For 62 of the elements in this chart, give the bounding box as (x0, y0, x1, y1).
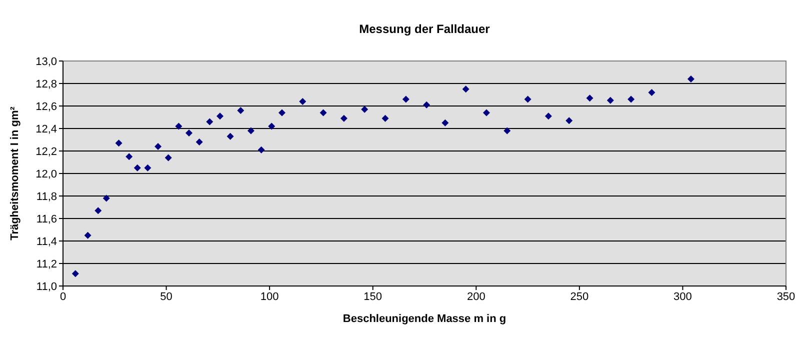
point (586, 94, 594, 102)
point (175, 122, 182, 130)
point (237, 107, 244, 114)
x-tick-label: 300 (674, 290, 692, 303)
point (226, 132, 234, 140)
point (320, 109, 327, 116)
chart-title: Messung der Falldauer (358, 22, 491, 36)
point (206, 118, 214, 126)
point (606, 96, 614, 104)
point (134, 164, 141, 172)
x-tick-label: 200 (466, 290, 486, 303)
point (402, 96, 410, 103)
point (94, 207, 102, 214)
point (299, 98, 306, 105)
y-axis-title: Trägheitsmoment I in gm² (8, 106, 21, 240)
point (628, 96, 635, 103)
x-tick-label: 350 (776, 290, 796, 303)
y-tick-label: 11,6 (36, 213, 57, 226)
y-tick-label: 12,6 (36, 100, 57, 113)
point (196, 138, 203, 146)
x-tick-label: 250 (570, 290, 589, 303)
point (544, 112, 552, 120)
point (361, 106, 368, 113)
y-tick-label: 11,4 (36, 236, 57, 248)
y-tick-label: 12,4 (36, 123, 57, 136)
point (186, 130, 193, 136)
point (442, 119, 449, 126)
point (84, 232, 92, 239)
point (164, 154, 172, 162)
y-tick-label: 11,0 (36, 280, 57, 293)
point (340, 114, 348, 122)
point (102, 194, 110, 202)
point (278, 109, 286, 116)
point (216, 112, 224, 120)
point (524, 96, 532, 103)
point (566, 117, 573, 124)
x-tick-label: 0 (60, 290, 66, 303)
point (126, 153, 133, 160)
x-axis-title: Beschleunigende Masse m in g (342, 312, 506, 325)
point (72, 270, 79, 278)
point (648, 89, 656, 96)
y-tick-label: 12,0 (36, 168, 57, 180)
y-tick-label: 12,2 (36, 146, 57, 158)
point (144, 164, 152, 172)
y-tick-label: 11,8 (36, 190, 57, 203)
x-tick-label: 100 (260, 290, 279, 303)
point (482, 109, 490, 116)
point (504, 127, 511, 134)
x-tick-label: 150 (364, 290, 382, 303)
point (258, 146, 265, 154)
y-tick-label: 11,2 (36, 258, 57, 270)
point (154, 143, 162, 150)
y-tick-label: 12,8 (36, 78, 57, 90)
point (462, 86, 470, 93)
x-tick-label: 50 (160, 290, 172, 303)
point (247, 127, 254, 134)
point (115, 140, 122, 147)
point (423, 101, 430, 108)
point (382, 114, 389, 122)
y-tick-label: 13,0 (36, 56, 57, 68)
point (687, 76, 694, 82)
point (268, 122, 276, 130)
